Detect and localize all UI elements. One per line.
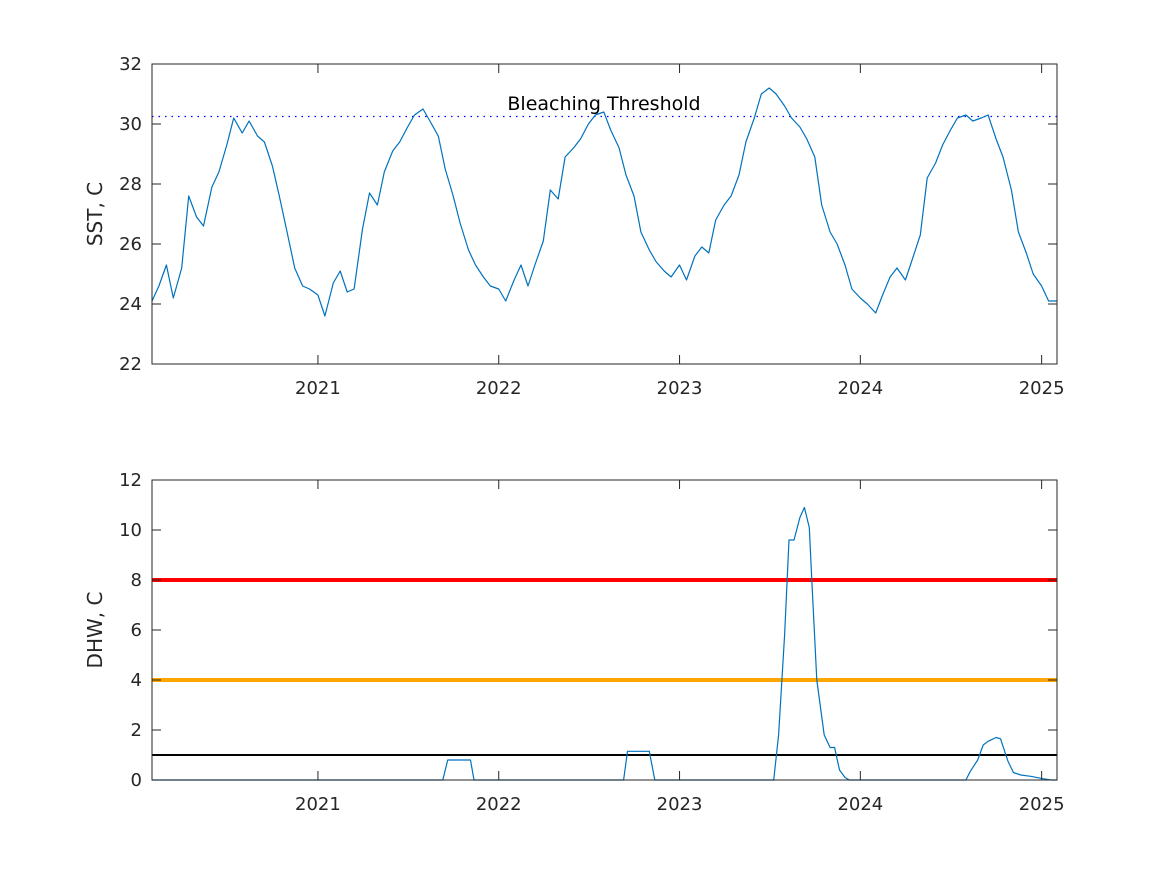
sst-series-layer (151, 87, 1057, 317)
sst-y-tick-label: 28 (119, 174, 142, 195)
sst-x-tick-label: 2022 (476, 378, 522, 399)
sst-y-tick-label: 30 (119, 114, 142, 135)
dhw-y-tick-label: 8 (131, 570, 142, 591)
dhw-y-tick-label: 0 (131, 770, 142, 791)
dhw-x-tick-label: 2024 (837, 794, 883, 815)
sst-axes-box (151, 63, 1058, 365)
dhw-y-tick-label: 6 (131, 620, 142, 641)
sst-y-tick-label: 26 (119, 234, 142, 255)
dhw-y-tick-label: 4 (131, 670, 142, 691)
dhw-ticks: 0 2 4 6 8 10 12 2021 2022 2023 2024 2025 (119, 470, 1064, 815)
dhw-series-layer (152, 506, 1057, 781)
sst-x-tick-label: 2023 (657, 378, 703, 399)
dhw-panel: 0 2 4 6 8 10 12 2021 2022 2023 2024 2025 DHW, C (83, 470, 1065, 815)
dhw-x-tick-label: 2023 (657, 794, 703, 815)
dhw-axes-background (152, 480, 1057, 780)
sst-x-tick-label: 2021 (295, 378, 341, 399)
dhw-series-line (152, 506, 1057, 781)
sst-series-line (151, 87, 1057, 317)
dhw-x-tick-label: 2022 (476, 794, 522, 815)
sst-y-tick-label: 32 (119, 54, 142, 75)
sst-x-tick-label: 2025 (1019, 378, 1065, 399)
dhw-y-tick-label: 10 (119, 520, 142, 541)
dhw-x-tick-label: 2021 (295, 794, 341, 815)
sst-y-tick-label: 24 (119, 294, 142, 315)
dhw-y-axis-label: DHW, C (83, 592, 107, 669)
sst-y-axis-label: SST, C (83, 182, 107, 246)
dhw-y-tick-label: 2 (131, 720, 142, 741)
sst-ticks: 22 24 26 28 30 32 2021 2022 2023 2024 2025 (119, 54, 1064, 399)
dhw-reference-lines (152, 578, 1057, 756)
dhw-x-tick-label: 2025 (1019, 794, 1065, 815)
dhw-y-tick-label: 12 (119, 470, 142, 491)
bleaching-threshold-annotation: Bleaching Threshold (507, 93, 700, 115)
sst-panel: 22 24 26 28 30 32 2021 2022 2023 2024 2025 Bleachi… (83, 54, 1065, 399)
sst-y-tick-label: 22 (119, 354, 142, 375)
sst-x-tick-label: 2024 (837, 378, 883, 399)
